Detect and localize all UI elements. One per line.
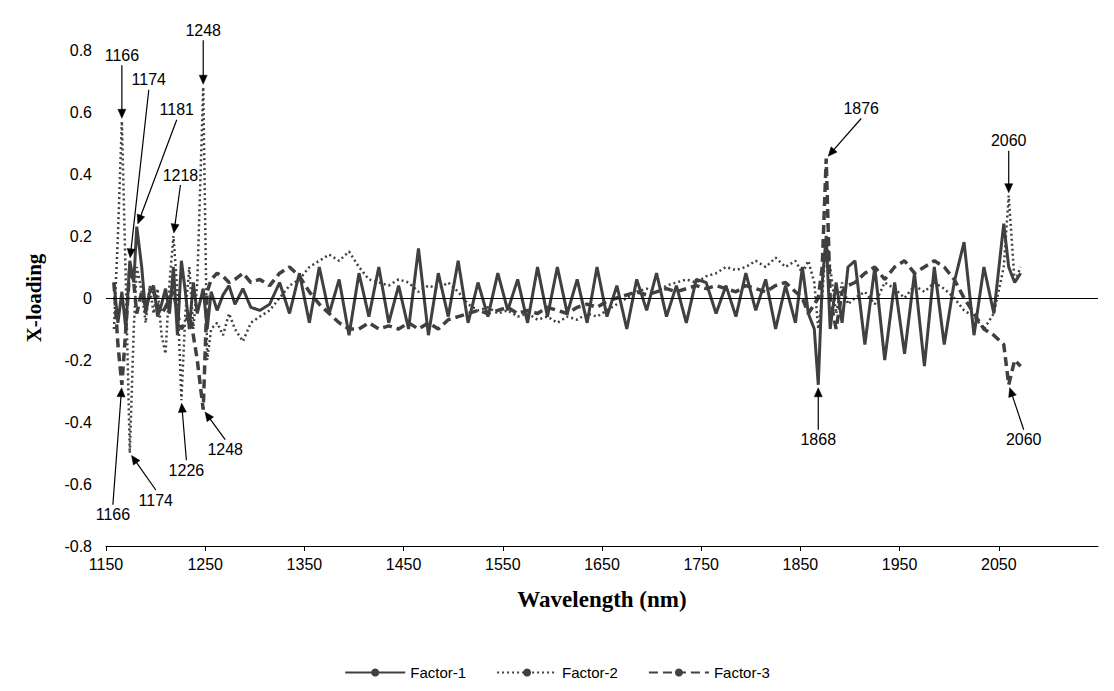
svg-text:2050: 2050 — [981, 556, 1017, 573]
svg-text:1166: 1166 — [96, 506, 131, 523]
svg-text:1950: 1950 — [882, 556, 918, 573]
svg-text:1850: 1850 — [783, 556, 819, 573]
svg-text:Factor-1: Factor-1 — [410, 664, 466, 681]
svg-text:1350: 1350 — [287, 556, 323, 573]
svg-text:1166: 1166 — [105, 47, 140, 64]
svg-text:0.4: 0.4 — [70, 166, 92, 183]
svg-text:1174: 1174 — [132, 71, 167, 88]
svg-text:1218: 1218 — [163, 167, 199, 184]
svg-text:Wavelength (nm): Wavelength (nm) — [517, 587, 686, 612]
svg-text:2060: 2060 — [991, 132, 1027, 149]
svg-text:-0.8: -0.8 — [64, 538, 92, 555]
svg-text:1174: 1174 — [139, 492, 174, 509]
svg-text:1750: 1750 — [683, 556, 719, 573]
svg-text:-0.6: -0.6 — [64, 476, 92, 493]
svg-text:-0.2: -0.2 — [64, 352, 92, 369]
svg-text:1550: 1550 — [485, 556, 521, 573]
svg-text:1150: 1150 — [89, 556, 124, 573]
svg-text:1650: 1650 — [584, 556, 620, 573]
svg-text:1250: 1250 — [187, 556, 223, 573]
svg-text:0: 0 — [83, 290, 92, 307]
svg-text:1181: 1181 — [160, 101, 195, 118]
svg-text:2060: 2060 — [1006, 431, 1042, 448]
svg-text:1450: 1450 — [386, 556, 422, 573]
svg-text:1248: 1248 — [185, 22, 221, 39]
svg-text:0.6: 0.6 — [70, 104, 92, 121]
svg-text:0.8: 0.8 — [70, 42, 92, 59]
svg-text:1248: 1248 — [207, 441, 243, 458]
svg-text:-0.4: -0.4 — [64, 414, 92, 431]
svg-text:1226: 1226 — [169, 462, 205, 479]
svg-text:1876: 1876 — [843, 100, 879, 117]
svg-text:1868: 1868 — [800, 431, 836, 448]
svg-text:0.2: 0.2 — [70, 228, 92, 245]
svg-text:Factor-2: Factor-2 — [562, 664, 618, 681]
svg-text:Factor-3: Factor-3 — [714, 664, 770, 681]
svg-text:X-loading: X-loading — [22, 253, 46, 342]
